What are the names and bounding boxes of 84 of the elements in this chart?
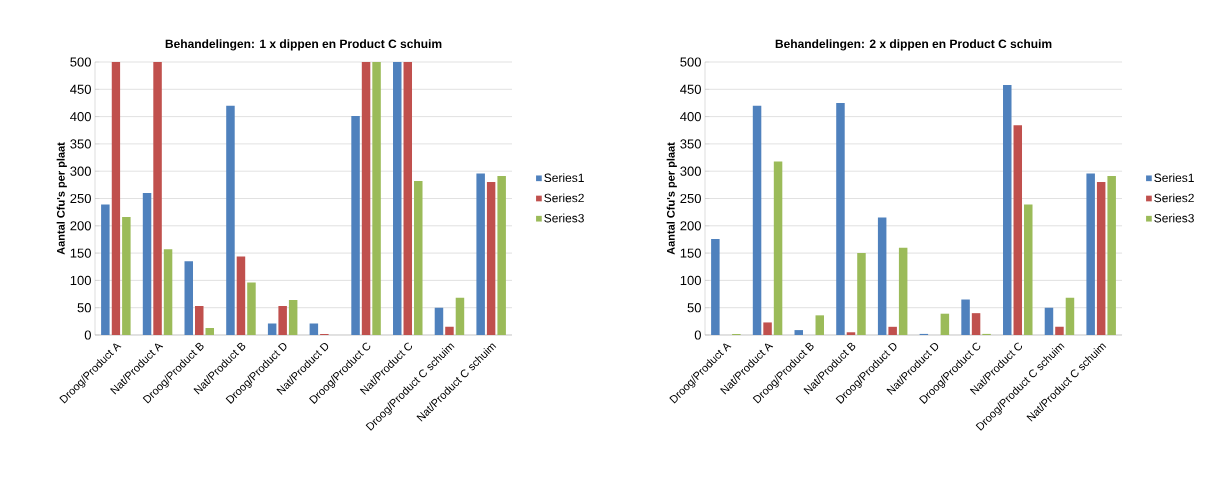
bar <box>711 238 720 335</box>
legend-label: Series3 <box>1154 213 1194 223</box>
y-tick-label: 300 <box>70 166 91 176</box>
y-tick-label: 500 <box>70 57 91 67</box>
bar <box>101 204 110 335</box>
bar <box>309 323 319 335</box>
y-tick-label: 0 <box>84 330 91 340</box>
legend-label: Series3 <box>544 213 584 223</box>
chart-title: Behandelingen: 1 x dippen en Product C schuim <box>165 39 442 51</box>
chart-title: Behandelingen: 2 x dippen en Product C schuim <box>775 39 1052 51</box>
bar <box>898 247 908 335</box>
bar <box>1107 176 1116 335</box>
y-tick-label: 500 <box>680 57 701 67</box>
bar <box>403 62 413 335</box>
bar <box>961 299 970 335</box>
bar <box>226 105 235 335</box>
y-axis-title: Aantal Cfu's per plaat <box>56 142 67 255</box>
bar <box>455 297 465 335</box>
y-tick-label: 100 <box>70 275 91 285</box>
bar <box>111 62 121 335</box>
bar <box>846 332 856 335</box>
legend-label: Series1 <box>544 173 584 183</box>
y-tick-label: 250 <box>70 193 91 204</box>
y-tick-label: 350 <box>680 139 701 149</box>
bar <box>393 62 402 335</box>
y-tick-label: 200 <box>680 221 701 231</box>
bar <box>122 217 131 335</box>
bar <box>1086 173 1095 335</box>
bar <box>153 62 162 335</box>
bar <box>288 300 298 335</box>
y-tick-label: 150 <box>70 248 91 258</box>
bar <box>1055 326 1064 335</box>
bar <box>1065 297 1075 335</box>
bar <box>361 62 371 335</box>
bar <box>486 182 496 335</box>
bar <box>1003 84 1012 335</box>
bar <box>1013 125 1023 335</box>
bar <box>184 261 193 335</box>
bar <box>888 326 897 335</box>
bar <box>815 315 825 335</box>
y-tick-label: 50 <box>687 303 701 313</box>
bar <box>445 326 454 335</box>
bar <box>1024 204 1033 335</box>
bar <box>195 306 204 335</box>
bar <box>351 116 360 335</box>
bar <box>940 313 950 335</box>
legend-label: Series1 <box>1154 173 1194 183</box>
y-tick-label: 150 <box>680 248 701 258</box>
y-tick-label: 350 <box>70 139 91 149</box>
bar <box>971 313 981 335</box>
bar <box>857 253 866 335</box>
bar <box>1044 307 1054 335</box>
bar <box>752 105 762 335</box>
bar <box>836 102 845 335</box>
y-tick-label: 200 <box>70 221 91 231</box>
bar <box>236 256 246 335</box>
legend-label: Series2 <box>1154 193 1194 203</box>
y-tick-label: 250 <box>680 193 701 204</box>
y-tick-label: 300 <box>680 166 701 176</box>
bar <box>763 322 772 335</box>
y-tick-label: 50 <box>77 303 91 313</box>
bar <box>278 306 287 335</box>
y-tick-label: 100 <box>680 275 701 285</box>
bar <box>247 282 256 335</box>
bar <box>476 173 485 335</box>
legend-label: Series2 <box>544 193 584 203</box>
y-tick-label: 450 <box>680 84 701 94</box>
bar <box>163 249 173 335</box>
y-tick-label: 400 <box>680 112 701 122</box>
y-tick-label: 0 <box>694 330 701 340</box>
bar <box>497 176 506 335</box>
bar <box>142 193 152 335</box>
bar <box>414 181 423 335</box>
bar <box>1096 182 1106 335</box>
bar <box>205 327 215 335</box>
y-tick-label: 450 <box>70 84 91 94</box>
bar <box>434 307 444 335</box>
bar <box>794 330 804 335</box>
bar <box>372 62 381 335</box>
bar <box>877 217 887 335</box>
y-tick-label: 400 <box>70 112 91 122</box>
y-axis-title: Aantal Cfu's per plaat <box>666 142 677 255</box>
bar <box>773 161 783 335</box>
bar <box>267 323 277 335</box>
